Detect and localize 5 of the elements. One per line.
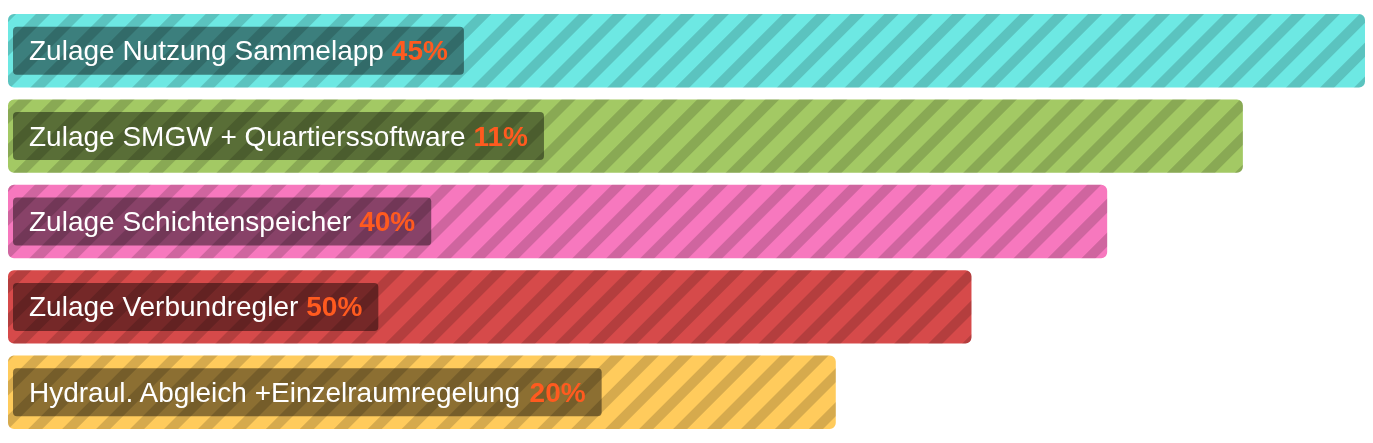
y-tick-label: Zulage Schichtenspeicher 40% <box>29 206 416 237</box>
y-tick-label: Zulage SMGW + Quartierssoftware 11% <box>29 120 529 152</box>
y-tick-label: Hydraul. Abgleich +Einzelraumregelung 20% <box>29 376 586 408</box>
y-tick-label: Zulage Verbundregler 50% <box>29 291 363 323</box>
y-tick-label: Zulage Nutzung Sammelapp 45% <box>29 35 449 67</box>
